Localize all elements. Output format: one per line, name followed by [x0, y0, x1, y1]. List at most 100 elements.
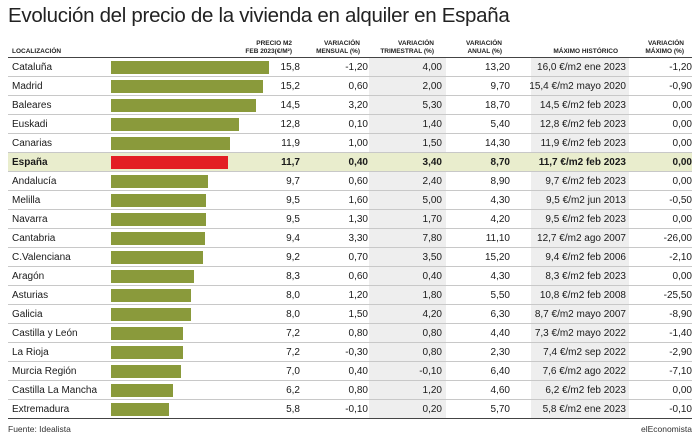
historic-max-cell: 9,4 €/m2 feb 2006: [545, 252, 626, 263]
table-row: C.Valenciana 9,2 0,70 3,50 15,20 9,4 €/m2 feb…: [8, 248, 692, 267]
quarterly-change-cell: 2,40: [422, 176, 442, 187]
monthly-change-cell: 1,60: [348, 195, 368, 206]
monthly-change-cell: 1,50: [348, 309, 368, 320]
quarterly-change-cell: 3,40: [422, 157, 442, 168]
monthly-change-cell: 0,60: [348, 81, 368, 92]
change-from-max-cell: -7,10: [669, 366, 692, 377]
header-from-max-line2: MÁXIMO (%): [645, 48, 684, 55]
annual-change-cell: 14,30: [484, 138, 510, 149]
annual-change-cell: 4,30: [490, 271, 510, 282]
price-bar: [111, 194, 206, 207]
table-row: Asturias 8,0 1,20 1,80 5,50 10,8 €/m2 feb 200…: [8, 286, 692, 305]
table-row: Aragón 8,3 0,60 0,40 4,30 8,3 €/m2 feb 2023 0,…: [8, 267, 692, 286]
quarterly-change-cell: 2,00: [422, 81, 442, 92]
monthly-change-cell: 0,10: [348, 119, 368, 130]
price-bar: [111, 308, 191, 321]
change-from-max-cell: -1,40: [669, 328, 692, 339]
monthly-change-cell: 3,20: [348, 100, 368, 111]
quarterly-change-cell: 1,80: [422, 290, 442, 301]
quarterly-change-cell: 1,70: [422, 214, 442, 225]
header-quarterly-line2: TRIMESTRAL (%): [380, 48, 434, 55]
annual-change-cell: 4,20: [490, 214, 510, 225]
annual-change-cell: 5,40: [490, 119, 510, 130]
annual-change-cell: 8,70: [490, 157, 510, 168]
price-cell: 8,0: [286, 309, 300, 320]
location-name: España: [12, 157, 48, 168]
location-name: Galicia: [12, 309, 43, 320]
price-cell: 6,2: [286, 385, 300, 396]
location-name: Madrid: [12, 81, 43, 92]
location-name: Andalucía: [12, 176, 57, 187]
price-bar: [111, 327, 183, 340]
price-cell: 8,3: [286, 271, 300, 282]
table-row: España 11,7 0,40 3,40 8,70 11,7 €/m2 feb 2023…: [8, 153, 692, 172]
header-from-max-line1: VARIACIÓN: [648, 40, 684, 47]
header-monthly-line2: MENSUAL (%): [316, 48, 360, 55]
location-name: Aragón: [12, 271, 45, 282]
historic-max-cell: 6,2 €/m2 feb 2023: [545, 385, 626, 396]
header-location: LOCALIZACIÓN: [12, 48, 62, 55]
price-cell: 11,7: [281, 157, 300, 168]
quarterly-change-cell: 1,20: [422, 385, 442, 396]
annual-change-cell: 18,70: [484, 100, 510, 111]
table-row: Madrid 15,2 0,60 2,00 9,70 15,4 €/m2 mayo 202…: [8, 77, 692, 96]
price-bar: [111, 175, 208, 188]
quarterly-change-cell: 4,20: [422, 309, 442, 320]
monthly-change-cell: 0,40: [348, 366, 368, 377]
table-row: Cataluña 15,8 -1,20 4,00 13,20 16,0 €/m2 ene …: [8, 58, 692, 77]
price-cell: 7,2: [286, 347, 300, 358]
price-bar: [111, 365, 181, 378]
change-from-max-cell: 0,00: [672, 385, 692, 396]
historic-max-cell: 7,3 €/m2 mayo 2022: [534, 328, 626, 339]
annual-change-cell: 5,50: [490, 290, 510, 301]
header-monthly-line1: VARIACIÓN: [324, 40, 360, 47]
annual-change-cell: 9,70: [490, 81, 510, 92]
location-name: Melilla: [12, 195, 41, 206]
historic-max-cell: 14,5 €/m2 feb 2023: [539, 100, 626, 111]
location-name: Navarra: [12, 214, 48, 225]
price-bar: [111, 346, 183, 359]
monthly-change-cell: 1,00: [348, 138, 368, 149]
annual-change-cell: 6,40: [490, 366, 510, 377]
historic-max-cell: 9,5 €/m2 jun 2013: [545, 195, 626, 206]
location-name: Extremadura: [12, 404, 70, 415]
location-name: C.Valenciana: [12, 252, 71, 263]
quarterly-change-cell: 7,80: [422, 233, 442, 244]
header-price: PRECIO M2 FEB 2023(€/m²): [228, 40, 292, 56]
change-from-max-cell: -1,20: [669, 62, 692, 73]
change-from-max-cell: -2,10: [669, 252, 692, 263]
historic-max-cell: 11,7 €/m2 feb 2023: [538, 157, 626, 168]
price-cell: 5,8: [286, 404, 300, 415]
location-name: Canarias: [12, 138, 53, 149]
monthly-change-cell: 1,30: [348, 214, 368, 225]
price-bar: [111, 384, 173, 397]
table-row: La Rioja 7,2 -0,30 0,80 2,30 7,4 €/m2 sep 202…: [8, 343, 692, 362]
price-bar: [111, 156, 228, 169]
header-monthly: VARIACIÓN MENSUAL (%): [300, 40, 360, 56]
location-name: Asturias: [12, 290, 49, 301]
header-annual-line1: VARIACIÓN: [466, 40, 502, 47]
monthly-change-cell: 3,30: [348, 233, 368, 244]
price-cell: 15,2: [280, 81, 300, 92]
price-cell: 11,9: [281, 138, 300, 149]
quarterly-change-cell: 0,20: [422, 404, 442, 415]
historic-max-cell: 9,7 €/m2 feb 2023: [545, 176, 626, 187]
price-cell: 9,7: [286, 176, 300, 187]
price-bar: [111, 232, 205, 245]
table-row: Murcia Región 7,0 0,40 -0,10 6,40 7,6 €/m2 ag…: [8, 362, 692, 381]
location-name: Castilla La Mancha: [12, 385, 98, 396]
annual-change-cell: 13,20: [484, 62, 510, 73]
quarterly-change-cell: 0,40: [422, 271, 442, 282]
price-cell: 9,4: [286, 233, 300, 244]
header-price-line1: PRECIO M2: [256, 40, 292, 47]
historic-max-cell: 7,6 €/m2 ago 2022: [542, 366, 626, 377]
change-from-max-cell: -0,50: [669, 195, 692, 206]
annual-change-cell: 6,30: [490, 309, 510, 320]
price-bar: [111, 99, 256, 112]
monthly-change-cell: 0,40: [348, 157, 368, 168]
location-name: Euskadi: [12, 119, 48, 130]
monthly-change-cell: 0,60: [348, 271, 368, 282]
price-cell: 12,8: [280, 119, 300, 130]
change-from-max-cell: -25,50: [663, 290, 692, 301]
price-cell: 9,2: [286, 252, 300, 263]
